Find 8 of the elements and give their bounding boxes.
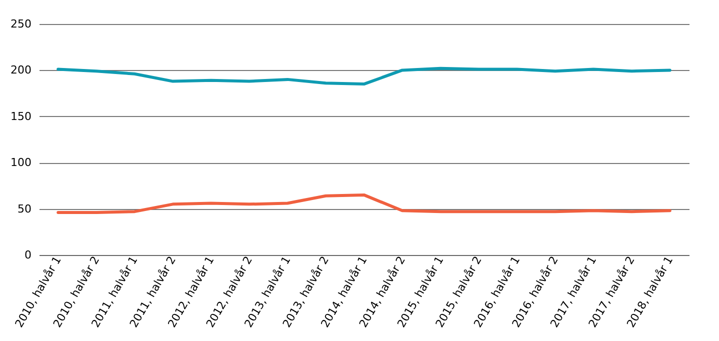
y-tick-label: 200 (10, 64, 32, 77)
y-tick-label: 50 (18, 202, 32, 216)
y-tick-label: 150 (10, 110, 32, 123)
line-series (56, 66, 672, 86)
y-tick-label: 250 (10, 18, 32, 30)
y-tick-label: 100 (10, 156, 32, 170)
line-series (56, 193, 672, 214)
y-tick-label: 0 (24, 248, 32, 262)
